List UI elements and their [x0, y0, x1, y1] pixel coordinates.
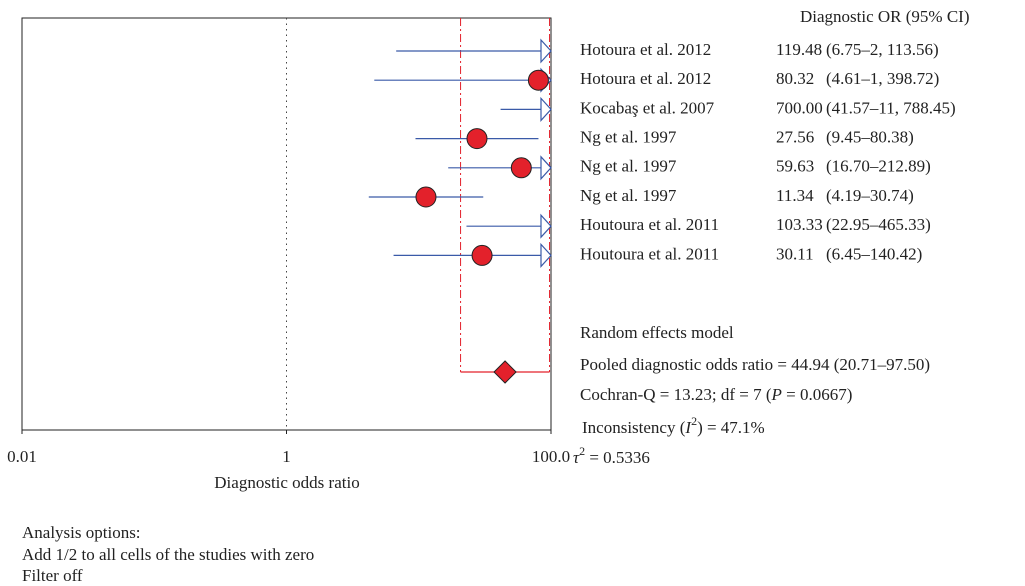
study-or: 80.32: [776, 69, 814, 88]
cochran-stat: Cochran-Q = 13.23; df = 7 (P = 0.0667): [580, 385, 852, 404]
inconsistency-stat: Inconsistency (I2) = 47.1%: [582, 414, 765, 437]
study-name: Ng et al. 1997: [580, 157, 677, 176]
study-or: 119.48: [776, 40, 822, 59]
study-or: 27.56: [776, 128, 814, 147]
text: I: [684, 418, 692, 437]
text: Inconsistency (: [582, 418, 686, 437]
x-tick-label: 1: [282, 447, 291, 466]
study-or: 59.63: [776, 157, 814, 176]
point-estimate: [471, 244, 493, 266]
x-tick-label: 0.01: [7, 447, 37, 466]
point-estimate: [510, 157, 532, 179]
column-header: Diagnostic OR (95% CI): [800, 7, 970, 26]
x-tick-label: 100.0: [532, 447, 570, 466]
study-name: Houtoura et al. 2011: [580, 215, 719, 234]
ci-arrow: [540, 155, 552, 181]
pooled-diamond: [493, 360, 517, 384]
x-axis-label: Diagnostic odds ratio: [214, 473, 359, 492]
tau-stat: τ2 = 0.5336: [573, 444, 650, 467]
pooled-label: Pooled diagnostic odds ratio = 44.94 (20…: [580, 355, 930, 374]
text: Cochran-Q = 13.23; df = 7 (: [580, 385, 772, 404]
point-estimate: [527, 69, 549, 91]
study-ci: (4.61–1, 398.72): [826, 69, 939, 88]
study-ci: (9.45–80.38): [826, 128, 914, 147]
text: ) = 47.1%: [697, 418, 765, 437]
text: = 0.5336: [585, 448, 650, 467]
study-or: 103.33: [776, 215, 823, 234]
study-ci: (41.57–11, 788.45): [826, 98, 956, 117]
study-ci: (4.19–30.74): [826, 186, 914, 205]
text: P: [771, 385, 782, 404]
study-or: 11.34: [776, 186, 814, 205]
point-estimate: [415, 186, 437, 208]
footnote: Filter off: [22, 566, 83, 585]
model-label: Random effects model: [580, 323, 734, 342]
ci-arrow: [540, 242, 552, 268]
study-name: Houtoura et al. 2011: [580, 244, 719, 263]
study-or: 700.00: [776, 98, 823, 117]
footnote: Analysis options:: [22, 523, 141, 542]
ci-arrow: [540, 38, 552, 64]
study-ci: (6.45–140.42): [826, 244, 922, 263]
text: = 0.0667): [782, 385, 853, 404]
study-name: Ng et al. 1997: [580, 186, 677, 205]
study-name: Hotoura et al. 2012: [580, 69, 711, 88]
study-or: 30.11: [776, 244, 814, 263]
study-name: Kocabaş et al. 2007: [580, 98, 715, 117]
footnote: Add 1/2 to all cells of the studies with…: [22, 545, 314, 564]
study-ci: (6.75–2, 113.56): [826, 40, 939, 59]
ci-arrow: [540, 213, 552, 239]
ci-arrow: [540, 96, 552, 122]
study-name: Hotoura et al. 2012: [580, 40, 711, 59]
study-ci: (22.95–465.33): [826, 215, 931, 234]
text: 2: [691, 414, 697, 428]
text: 2: [579, 444, 585, 458]
study-name: Ng et al. 1997: [580, 128, 677, 147]
study-ci: (16.70–212.89): [826, 157, 931, 176]
text: τ: [573, 448, 580, 467]
point-estimate: [466, 128, 488, 150]
